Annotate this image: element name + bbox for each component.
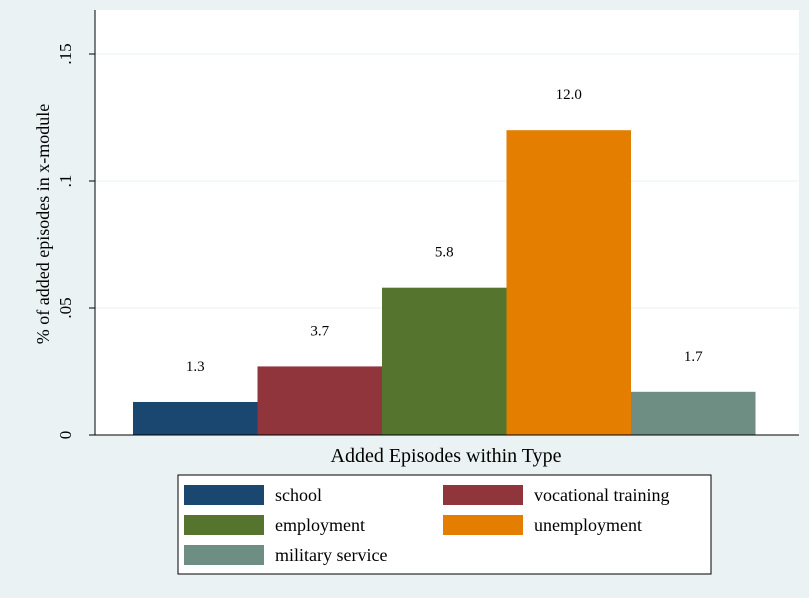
legend-swatch bbox=[443, 485, 523, 505]
y-axis-label: % of added episodes in x-module bbox=[33, 104, 53, 344]
x-axis-label: Added Episodes within Type bbox=[331, 445, 562, 467]
legend-swatch bbox=[184, 485, 264, 505]
bar-school bbox=[133, 401, 258, 435]
y-axis: 0 .05 .1 .15 bbox=[56, 10, 799, 439]
bar-vocational-training bbox=[257, 366, 382, 435]
data-label: 12.0 bbox=[556, 87, 582, 103]
legend-swatch bbox=[184, 545, 264, 565]
legend: school vocational training employment unemp… bbox=[177, 474, 712, 575]
legend-label: military service bbox=[275, 545, 387, 565]
y-tick-label: 0 bbox=[56, 431, 75, 440]
bar-military-service bbox=[631, 391, 756, 435]
y-tick-label: .1 bbox=[56, 175, 75, 188]
data-label: 1.3 bbox=[186, 359, 205, 375]
bar-employment bbox=[382, 287, 507, 435]
legend-label: unemployment bbox=[534, 515, 642, 535]
legend-label: employment bbox=[275, 515, 365, 535]
bar-unemployment bbox=[506, 130, 631, 435]
legend-swatch bbox=[184, 515, 264, 535]
bars bbox=[133, 130, 756, 435]
data-label: 5.8 bbox=[435, 245, 454, 261]
data-labels: 1.3 3.7 5.8 12.0 1.7 bbox=[186, 87, 703, 375]
legend-label: school bbox=[275, 485, 322, 505]
legend-label: vocational training bbox=[534, 485, 669, 505]
data-label: 1.7 bbox=[684, 349, 703, 365]
y-tick-label: .05 bbox=[56, 297, 75, 318]
data-label: 3.7 bbox=[310, 323, 329, 339]
legend-swatch bbox=[443, 515, 523, 535]
y-tick-label: .15 bbox=[56, 43, 75, 64]
